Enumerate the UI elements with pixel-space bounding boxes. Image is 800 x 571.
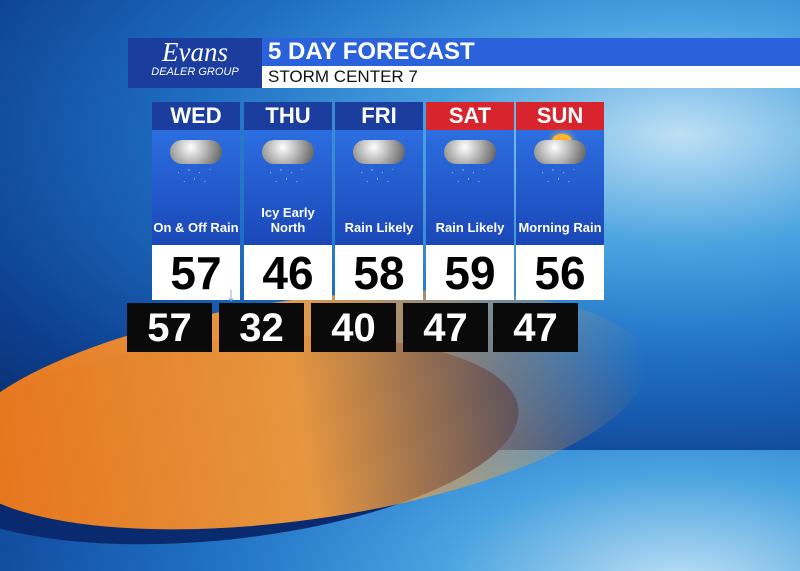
forecast-day: WED · ' · ˙ · ' · On & Off Rain 57 ↓ — [152, 102, 240, 306]
page-subtitle: STORM CENTER 7 — [262, 66, 800, 88]
cloud-rain-icon — [444, 140, 496, 164]
low-temp: 40 — [311, 303, 396, 352]
cloud-rain-icon — [353, 140, 405, 164]
forecast-day: SAT · ' · ˙ · ' · Rain Likely 59 — [426, 102, 514, 300]
cloud-rain-icon — [170, 140, 222, 164]
high-temp-value: 59 — [444, 247, 496, 299]
arrow-down-icon: ↓ — [226, 284, 236, 306]
forecast-day: SUN · ' · ˙ · ' · Morning Rain 56 — [516, 102, 604, 300]
precipitation-icon: · ' · ˙ · ' · — [451, 168, 489, 186]
condition-text: On & Off Rain — [153, 220, 239, 235]
high-temp: 46 — [244, 245, 332, 300]
low-temp: 32 — [219, 303, 304, 352]
precipitation-icon: · ' · ˙ · ' · — [177, 168, 215, 186]
low-temp: 47 — [403, 303, 488, 352]
logo-name: Evans — [162, 37, 228, 67]
sun-cloud-rain-icon — [534, 140, 586, 164]
high-temp: 58 — [335, 245, 423, 300]
precipitation-icon: · ' · ˙ · ' · — [360, 168, 398, 186]
day-label: FRI — [335, 102, 423, 130]
weather-panel: · ' · ˙ · ' · On & Off Rain — [152, 130, 240, 245]
low-temp: 57 — [127, 303, 212, 352]
day-label: THU — [244, 102, 332, 130]
high-temp-value: 46 — [262, 247, 314, 299]
high-temp: 56 — [516, 245, 604, 300]
cloud-ice-icon — [262, 140, 314, 164]
logo-tagline: DEALER GROUP — [151, 66, 239, 78]
high-temp-value: 57 — [170, 247, 222, 299]
forecast-day: FRI · ' · ˙ · ' · Rain Likely 58 — [335, 102, 423, 300]
sponsor-logo: Evans DEALER GROUP — [128, 38, 262, 88]
day-label: SAT — [426, 102, 514, 130]
high-temp: 57 ↓ — [152, 245, 240, 306]
weather-panel: · ' · ˙ · ' · Morning Rain — [516, 130, 604, 245]
high-temp: 59 — [426, 245, 514, 300]
low-temp: 47 — [493, 303, 578, 352]
condition-text: Morning Rain — [518, 220, 602, 235]
high-temp-value: 58 — [353, 247, 405, 299]
day-label: WED — [152, 102, 240, 130]
weather-panel: · ' · ˙ · ' · Rain Likely — [335, 130, 423, 245]
weather-panel: · ' · ˙ · ' · Rain Likely — [426, 130, 514, 245]
forecast-day: THU · ' · ˙ · ' · Icy Early North 46 — [244, 102, 332, 300]
condition-text: Rain Likely — [435, 220, 505, 235]
day-label: SUN — [516, 102, 604, 130]
precipitation-icon: · ' · ˙ · ' · — [541, 168, 579, 186]
precipitation-icon: · ' · ˙ · ' · — [269, 168, 307, 186]
page-title: 5 DAY FORECAST — [262, 38, 800, 66]
condition-text: Rain Likely — [344, 220, 414, 235]
high-temp-value: 56 — [534, 247, 586, 299]
condition-text: Icy Early North — [261, 205, 315, 235]
weather-panel: · ' · ˙ · ' · Icy Early North — [244, 130, 332, 245]
